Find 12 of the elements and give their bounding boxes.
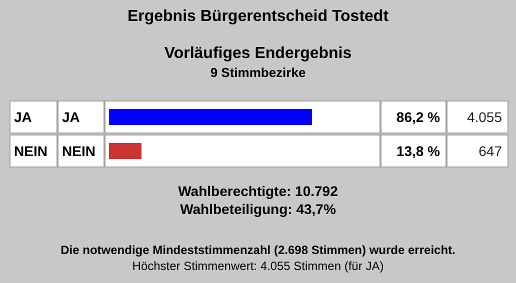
text: NEIN	[62, 143, 96, 159]
text: Höchster Stimmenwert: 4.055 Stimmen (für JA)	[132, 259, 384, 273]
data-label: 13,8 %	[396, 143, 441, 159]
text: JA	[62, 109, 80, 125]
text: 4.055	[466, 109, 502, 125]
chart-subtitle: Vorläufiges Endergebnis 9 Stimmbezirke	[164, 45, 352, 80]
chart-title: Ergebnis Bürgerentscheid Tostedt	[127, 8, 390, 25]
text: Die notwendige Mindeststimmenzahl (2.698 Stimmen) wurde erreicht.	[60, 243, 456, 257]
text: Wahlberechtigte: 10.792	[178, 183, 338, 199]
text: Wahlbeteiligung: 43,7%	[180, 201, 336, 217]
data-label: 86,2 %	[396, 109, 441, 125]
text: 647	[478, 143, 502, 159]
